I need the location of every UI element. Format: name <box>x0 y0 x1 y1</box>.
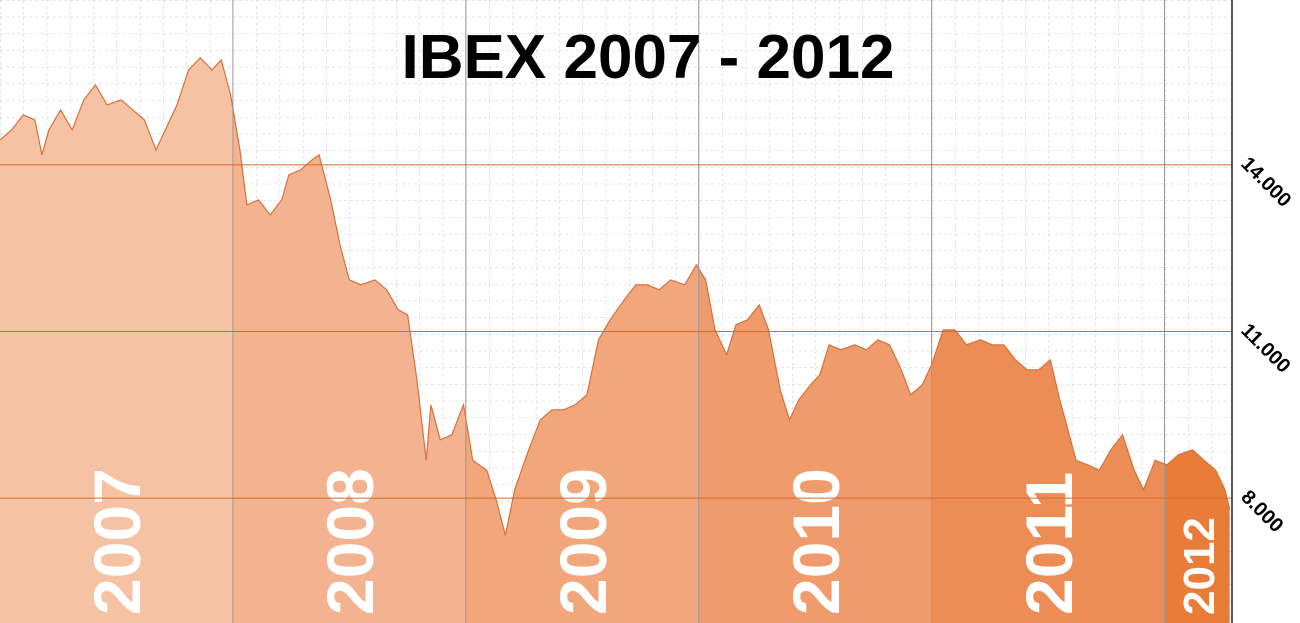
year-label: 2007 <box>80 468 154 615</box>
year-label: 2008 <box>313 468 387 615</box>
year-label: 2012 <box>1175 517 1224 615</box>
area <box>0 57 1230 623</box>
year-label: 2010 <box>779 468 853 615</box>
chart-title: IBEX 2007 - 2012 <box>402 23 895 92</box>
y-tick-label: 11.000 <box>1236 319 1294 377</box>
year-label: 2009 <box>546 468 620 615</box>
line <box>0 56 1231 536</box>
y-tick-label: 14.000 <box>1236 153 1295 212</box>
y-tick-label: 8.000 <box>1236 486 1287 537</box>
year-label: 2011 <box>1012 472 1086 615</box>
